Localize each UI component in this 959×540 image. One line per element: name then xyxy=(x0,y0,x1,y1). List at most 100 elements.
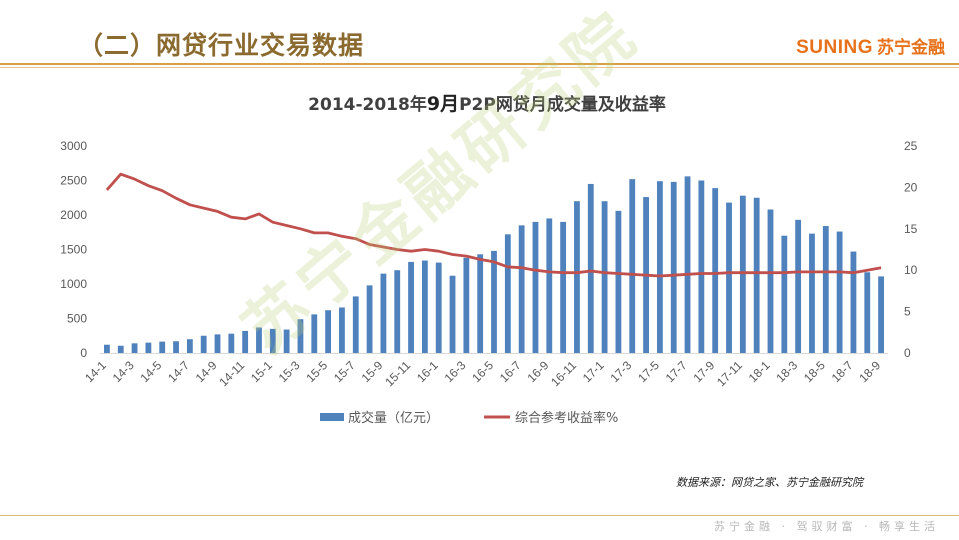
x-tick-label: 15-7 xyxy=(331,358,358,385)
bar-volume xyxy=(850,251,857,353)
x-tick-label: 14-1 xyxy=(82,358,109,385)
x-tick-label: 17-9 xyxy=(690,358,717,385)
bar-volume xyxy=(601,201,608,353)
y-left-tick-label: 2000 xyxy=(60,208,87,222)
bar-volume xyxy=(394,270,401,353)
y-right-tick-label: 15 xyxy=(904,222,918,236)
x-tick-label: 15-9 xyxy=(359,358,386,385)
x-tick-label: 14-9 xyxy=(193,358,220,385)
bar-volume xyxy=(283,329,290,353)
data-source-note: 数据来源：网贷之家、苏宁金融研究院 xyxy=(676,476,863,489)
y-right-tick-label: 0 xyxy=(904,346,911,360)
bar-volume xyxy=(560,221,567,353)
bar-volume xyxy=(878,276,884,353)
y-left-tick-label: 1000 xyxy=(60,277,87,291)
bar-volume xyxy=(546,218,553,353)
bar-volume xyxy=(131,343,138,353)
x-tick-label: 18-5 xyxy=(801,358,828,385)
bar-volume xyxy=(380,273,387,353)
brand-logo-cn: 苏宁金融 xyxy=(877,38,945,58)
y-left-tick-label: 1500 xyxy=(60,243,87,257)
x-tick-label: 18-3 xyxy=(773,358,800,385)
line-yield-rate xyxy=(105,172,882,278)
footer-divider xyxy=(0,515,959,516)
bar-volume xyxy=(795,219,802,353)
y-right-tick-label: 20 xyxy=(904,180,918,194)
x-tick-label: 16-7 xyxy=(497,358,524,385)
bar-volume xyxy=(767,209,774,353)
bar-volume xyxy=(698,180,705,353)
x-tick-label: 18-1 xyxy=(746,358,773,385)
x-tick-label: 17-3 xyxy=(607,358,634,385)
x-tick-label: 14-3 xyxy=(110,358,137,385)
bar-volume xyxy=(117,345,124,353)
bar-volume xyxy=(504,234,511,353)
bar-volume xyxy=(629,179,636,353)
bar-volume xyxy=(186,339,193,353)
bar-volume xyxy=(159,341,166,353)
bar-volume xyxy=(532,221,539,353)
bar-volume xyxy=(449,275,456,353)
y-left-tick-label: 2500 xyxy=(60,174,87,188)
bar-volume xyxy=(435,262,442,353)
bar-volume xyxy=(366,285,373,353)
x-tick-label: 17-5 xyxy=(635,358,662,385)
y-left-tick-label: 3000 xyxy=(60,139,87,153)
x-tick-label: 15-11 xyxy=(382,358,413,389)
bar-volume xyxy=(325,310,332,353)
x-tick-label: 18-7 xyxy=(829,358,856,385)
bar-volume xyxy=(809,233,815,353)
x-tick-label: 14-11 xyxy=(216,358,247,389)
bar-volume xyxy=(491,250,497,353)
y-right-tick-label: 25 xyxy=(904,139,918,153)
bar-volume xyxy=(408,261,414,353)
bar-volume xyxy=(477,254,484,353)
bar-volume xyxy=(684,176,691,353)
x-tick-label: 14-5 xyxy=(137,358,164,385)
section-title: （二）网贷行业交易数据 xyxy=(78,31,365,60)
y-left-tick-label: 500 xyxy=(67,312,87,326)
bar-volume xyxy=(173,341,179,353)
bar-volume xyxy=(753,197,760,353)
bar-volume xyxy=(656,181,663,353)
bar-volume xyxy=(214,334,221,353)
x-tick-label: 18-9 xyxy=(856,358,883,385)
legend-swatch-volume xyxy=(320,413,344,421)
bar-volume xyxy=(836,231,843,353)
bar-volume xyxy=(864,272,871,353)
x-tick-label: 15-3 xyxy=(276,358,303,385)
x-tick-label: 17-7 xyxy=(663,358,690,385)
bar-volume xyxy=(615,210,622,353)
x-tick-label: 14-7 xyxy=(165,358,192,385)
bar-volume xyxy=(242,330,249,353)
bar-volume xyxy=(352,296,359,353)
bar-volume xyxy=(200,335,207,353)
legend-label-volume: 成交量（亿元） xyxy=(348,410,439,426)
bar-volume xyxy=(712,188,719,353)
x-tick-label: 16-5 xyxy=(469,358,496,385)
chart-title: 2014-2018年9月P2P网贷月成交量及收益率 xyxy=(308,93,666,115)
header-divider-thin xyxy=(0,67,959,68)
header-bar: （二）网贷行业交易数据 SUNING 苏宁金融 xyxy=(0,0,959,70)
bar-volume xyxy=(726,202,732,353)
bar-volume xyxy=(739,195,746,353)
bar-volume xyxy=(339,307,345,353)
footer-slogan: 苏宁金融 · 驾驭财富 · 畅享生活 xyxy=(714,520,939,533)
brand-logo-en: SUNING xyxy=(796,37,873,58)
legend-label-yield: 综合参考收益率% xyxy=(515,410,618,426)
bar-volume xyxy=(311,314,318,353)
bar-volume xyxy=(421,260,428,353)
bar-volume xyxy=(574,201,580,353)
x-tick-label: 17-11 xyxy=(714,358,745,389)
x-tick-label: 16-11 xyxy=(548,358,579,389)
bar-volume xyxy=(781,235,788,353)
bar-volume xyxy=(145,342,152,353)
bar-volume xyxy=(822,226,829,353)
bar-volume xyxy=(463,257,470,353)
bar-volume xyxy=(518,225,525,353)
x-tick-label: 15-1 xyxy=(248,358,275,385)
bar-volume xyxy=(297,319,304,353)
x-tick-label: 16-1 xyxy=(414,358,441,385)
x-tick-label: 17-1 xyxy=(580,358,607,385)
